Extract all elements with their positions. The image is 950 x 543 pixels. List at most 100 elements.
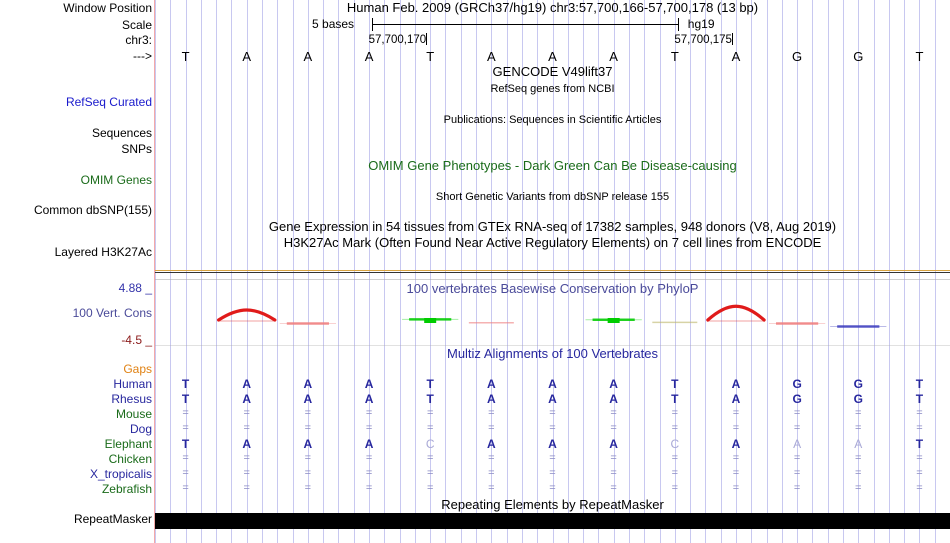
track-label-x-tropicalis[interactable]: X_tropicalis	[89, 467, 152, 481]
track-label-snps[interactable]: SNPs	[121, 142, 152, 156]
gridline-minor	[384, 0, 385, 543]
alignment-base-x_tropicalis: =	[610, 467, 617, 479]
alignment-base-elephant: A	[609, 437, 618, 451]
track-label-common-dbsnp-155[interactable]: Common dbSNP(155)	[33, 203, 152, 217]
scale-bar-label: 5 bases	[312, 17, 355, 31]
sequence-base: A	[364, 49, 374, 64]
alignment-base-dog: =	[671, 422, 679, 434]
track-label-dog[interactable]: Dog	[129, 422, 152, 436]
conservation-phylop-chart[interactable]	[155, 281, 950, 343]
alignment-base-mouse: =	[426, 407, 434, 419]
gridline	[216, 0, 217, 543]
alignment-base-human: A	[242, 377, 252, 391]
track-label-rhesus[interactable]: Rhesus	[111, 392, 152, 406]
alignment-base-human: T	[915, 377, 924, 391]
alignment-base-human: A	[731, 377, 741, 391]
alignment-base-chicken: =	[916, 452, 923, 464]
h3k27ac-baseline-yellow	[155, 270, 950, 271]
track-data-panel[interactable]: Human Feb. 2009 (GRCh37/hg19) chr3:57,70…	[155, 0, 950, 543]
alignment-base-rhesus: A	[242, 392, 252, 406]
track-label-zebrafish[interactable]: Zebrafish	[101, 482, 152, 496]
track-label-scale[interactable]: Scale	[121, 18, 152, 32]
track-label-column: Window Position Scale chr3: ---> RefSeq Cura…	[0, 0, 155, 543]
alignment-base-chicken: =	[610, 452, 617, 464]
gridline	[461, 0, 462, 543]
track-title: GENCODE V49lift37	[492, 64, 613, 79]
track-title: Publications: Sequences in Scientific Ar…	[443, 114, 662, 126]
gridline-minor	[170, 0, 171, 543]
alignment-base-zebrafish: =	[365, 482, 373, 494]
gridline-minor	[935, 0, 936, 543]
alignment-base-x_tropicalis: =	[304, 467, 312, 479]
alignment-base-zebrafish: =	[488, 482, 495, 494]
alignment-base-dog: =	[243, 422, 250, 434]
track-title: Multiz Alignments of 100 Vertebrates	[446, 346, 658, 361]
track-title: Gene Expression in 54 tissues from GTEx …	[268, 219, 837, 234]
alignment-base-x_tropicalis: =	[916, 467, 923, 479]
alignment-base-mouse: =	[732, 407, 740, 419]
scale-bar-tick-left	[372, 18, 374, 31]
gridline-minor	[476, 0, 477, 543]
alignment-base-chicken: =	[855, 452, 862, 464]
gridline-minor	[660, 0, 661, 543]
gridline	[155, 0, 156, 543]
track-label-human[interactable]: Human	[113, 377, 152, 391]
track-label-chr3[interactable]: chr3:	[125, 33, 152, 47]
gridline	[522, 0, 523, 543]
alignment-base-x_tropicalis: =	[426, 467, 434, 479]
track-label-4-5[interactable]: -4.5 _	[121, 333, 152, 347]
track-label-layered-h3k27ac[interactable]: Layered H3K27Ac	[54, 245, 152, 259]
track-label-mouse[interactable]: Mouse	[115, 407, 152, 421]
alignment-base-rhesus: T	[671, 392, 679, 406]
alignment-base-dog: =	[549, 422, 556, 434]
sequence-base: A	[487, 49, 496, 64]
sequence-base: T	[181, 49, 190, 64]
track-label-4-88[interactable]: 4.88 _	[118, 281, 152, 295]
track-label-sequences[interactable]: Sequences	[91, 126, 152, 140]
track-label-chicken[interactable]: Chicken	[108, 452, 152, 466]
gridline-minor	[247, 0, 248, 543]
alignment-base-mouse: =	[855, 407, 862, 419]
track-label-refseq-curated[interactable]: RefSeq Curated	[65, 95, 152, 109]
track-title: H3K27Ac Mark (Often Found Near Active Re…	[283, 235, 822, 250]
alignment-base-rhesus: A	[731, 392, 741, 406]
sequence-base: A	[731, 49, 741, 64]
conservation-bar	[402, 318, 459, 323]
alignment-base-x_tropicalis: =	[365, 467, 373, 479]
alignment-base-human: G	[792, 377, 802, 391]
alignment-base-elephant: C	[425, 437, 435, 451]
gridline-minor	[874, 0, 875, 543]
alignment-base-dog: =	[488, 422, 495, 434]
alignment-base-chicken: =	[304, 452, 312, 464]
alignment-base-human: A	[487, 377, 496, 391]
track-label-repeatmasker[interactable]: RepeatMasker	[73, 512, 152, 526]
ruler-coordinate: 57,700,170	[368, 34, 427, 46]
track-label-gaps[interactable]: Gaps	[123, 362, 152, 376]
alignment-base-elephant: T	[915, 437, 924, 451]
alignment-base-elephant: C	[670, 437, 680, 451]
gridline	[338, 0, 339, 543]
alignment-base-human: T	[671, 377, 679, 391]
alignment-base-rhesus: T	[181, 392, 190, 406]
alignment-base-elephant: A	[793, 437, 802, 451]
gridline	[583, 0, 584, 543]
track-label-omim-genes[interactable]: OMIM Genes	[80, 173, 152, 187]
alignment-base-x_tropicalis: =	[488, 467, 495, 479]
track-label-[interactable]: --->	[133, 49, 152, 63]
track-label-window-position[interactable]: Window Position	[63, 1, 152, 15]
alignment-base-zebrafish: =	[793, 482, 801, 494]
repeatmasker-bar[interactable]	[155, 513, 950, 529]
gridline-minor	[736, 0, 737, 543]
gridline-minor	[354, 0, 355, 543]
track-title: OMIM Gene Phenotypes - Dark Green Can Be…	[368, 158, 737, 173]
gridline-minor	[614, 0, 615, 543]
track-label-100-vert-cons[interactable]: 100 Vert. Cons	[72, 306, 152, 320]
alignment-base-chicken: =	[365, 452, 373, 464]
track-label-elephant[interactable]: Elephant	[104, 437, 152, 451]
alignment-base-elephant: A	[731, 437, 741, 451]
alignment-base-dog: =	[365, 422, 373, 434]
alignment-base-chicken: =	[671, 452, 679, 464]
gridline-minor	[507, 0, 508, 543]
conservation-bar	[217, 308, 277, 322]
